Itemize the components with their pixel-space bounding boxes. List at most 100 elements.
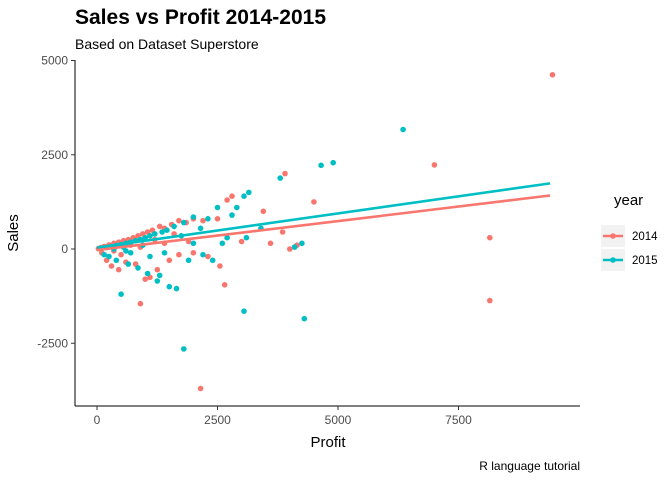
data-point-2015-30 bbox=[241, 308, 247, 315]
data-point-2015-4 bbox=[246, 189, 252, 196]
data-point-2015-35 bbox=[144, 270, 151, 277]
data-point-2015-0 bbox=[400, 126, 406, 133]
data-point-2014-35 bbox=[154, 266, 161, 273]
x-tick-label-5000: 5000 bbox=[325, 413, 352, 427]
legend-key-2014-point bbox=[610, 233, 616, 239]
data-point-2014-4 bbox=[260, 208, 267, 215]
data-point-2015-49 bbox=[224, 234, 230, 241]
data-point-2015-37 bbox=[125, 261, 132, 267]
data-point-2015-51 bbox=[147, 253, 153, 260]
data-point-2015-7 bbox=[229, 212, 235, 218]
data-point-2015-28 bbox=[291, 244, 298, 250]
y-tick-label-0: 0 bbox=[61, 242, 68, 256]
data-point-2015-5 bbox=[241, 193, 247, 199]
data-point-2014-14 bbox=[156, 223, 163, 230]
chart-caption: R language tutorial bbox=[479, 459, 580, 473]
legend-title: year bbox=[614, 192, 643, 209]
data-point-2015-41 bbox=[106, 253, 112, 260]
data-point-2014-46 bbox=[190, 250, 197, 256]
data-point-2015-46 bbox=[190, 240, 197, 247]
legend-label-2015: 2015 bbox=[632, 255, 658, 267]
data-point-2015-17 bbox=[142, 234, 148, 241]
data-point-2015-45 bbox=[185, 257, 192, 264]
data-point-2015-15 bbox=[152, 231, 158, 237]
data-point-2015-42 bbox=[101, 251, 107, 258]
data-point-2014-3 bbox=[311, 199, 317, 205]
data-point-2015-58 bbox=[123, 248, 129, 254]
data-point-2015-31 bbox=[181, 346, 187, 352]
data-point-2014-44 bbox=[166, 257, 173, 264]
data-point-2014-2 bbox=[282, 170, 288, 177]
y-tick-label--2500: -2500 bbox=[37, 336, 68, 350]
data-point-2015-38 bbox=[118, 291, 124, 298]
data-point-2014-56 bbox=[118, 251, 124, 258]
chart-title: Sales vs Profit 2014-2015 bbox=[75, 6, 326, 29]
series-2014-trend-line bbox=[96, 194, 551, 252]
data-point-2014-47 bbox=[205, 253, 211, 260]
x-tick-label-0: 0 bbox=[94, 413, 101, 427]
chart-subtitle: Based on Dataset Superstore bbox=[75, 36, 259, 52]
y-tick-label-2500: 2500 bbox=[41, 148, 68, 162]
data-point-2015-50 bbox=[161, 250, 168, 256]
series-2015-points bbox=[99, 126, 406, 352]
data-point-2014-5 bbox=[229, 193, 235, 199]
data-point-2015-43 bbox=[209, 257, 216, 264]
data-point-2015-34 bbox=[154, 278, 161, 284]
data-point-2014-6 bbox=[224, 197, 230, 203]
data-point-2014-8 bbox=[200, 217, 206, 224]
data-point-2015-1 bbox=[330, 159, 337, 166]
data-point-2014-41 bbox=[108, 263, 115, 269]
data-point-2015-52 bbox=[127, 250, 134, 256]
series-2015-trend-line bbox=[96, 182, 551, 249]
data-point-2014-51 bbox=[487, 297, 493, 304]
data-point-2015-59 bbox=[219, 240, 226, 247]
data-point-2015-2 bbox=[318, 162, 324, 169]
data-point-2014-48 bbox=[217, 263, 223, 269]
y-tick-label-5000: 5000 bbox=[41, 54, 68, 68]
data-point-2015-3 bbox=[277, 175, 284, 181]
data-point-2015-40 bbox=[113, 257, 120, 264]
legend: year 2014 2015 bbox=[601, 192, 658, 271]
data-point-2015-44 bbox=[200, 251, 206, 258]
data-point-2015-12 bbox=[171, 223, 177, 230]
data-point-2014-34 bbox=[137, 300, 144, 307]
data-point-2014-40 bbox=[115, 266, 122, 273]
data-point-2015-39 bbox=[156, 272, 163, 279]
legend-key-2015-point bbox=[610, 257, 616, 263]
data-point-2014-0 bbox=[549, 72, 556, 78]
data-point-2015-8 bbox=[214, 204, 221, 211]
data-point-2015-27 bbox=[299, 240, 305, 247]
data-point-2015-47 bbox=[243, 234, 250, 241]
data-point-2015-29 bbox=[301, 315, 308, 322]
data-point-2015-32 bbox=[173, 285, 180, 292]
data-point-2014-45 bbox=[176, 251, 182, 258]
data-point-2014-33 bbox=[197, 385, 204, 392]
data-point-2015-16 bbox=[147, 233, 153, 239]
legend-label-2014: 2014 bbox=[632, 231, 658, 243]
data-point-2015-33 bbox=[166, 283, 173, 290]
data-point-2015-9 bbox=[205, 216, 211, 222]
data-point-2014-37 bbox=[142, 276, 148, 283]
data-point-2014-49 bbox=[238, 238, 245, 245]
data-point-2014-32 bbox=[221, 282, 228, 288]
x-tick-label-2500: 2500 bbox=[204, 413, 231, 427]
y-axis-ticks: 5000 2500 0 -2500 bbox=[37, 54, 75, 350]
data-point-2015-36 bbox=[135, 265, 141, 271]
data-point-2014-1 bbox=[431, 162, 438, 168]
plot-panel bbox=[95, 72, 556, 392]
x-tick-label-7500: 7500 bbox=[445, 413, 472, 427]
y-axis-title: Sales bbox=[5, 214, 22, 252]
data-point-2014-11 bbox=[176, 217, 182, 224]
data-point-2015-11 bbox=[181, 219, 187, 226]
x-axis-title: Profit bbox=[310, 434, 346, 451]
data-point-2014-50 bbox=[487, 234, 493, 241]
data-point-2014-29 bbox=[279, 229, 286, 235]
data-point-2014-28 bbox=[267, 240, 274, 247]
data-point-2015-14 bbox=[159, 229, 165, 235]
x-axis-ticks: 0 2500 5000 7500 bbox=[94, 406, 472, 427]
data-point-2015-13 bbox=[164, 227, 170, 233]
data-point-2015-56 bbox=[197, 225, 204, 232]
data-point-2014-30 bbox=[287, 246, 293, 252]
data-point-2015-10 bbox=[190, 214, 197, 220]
